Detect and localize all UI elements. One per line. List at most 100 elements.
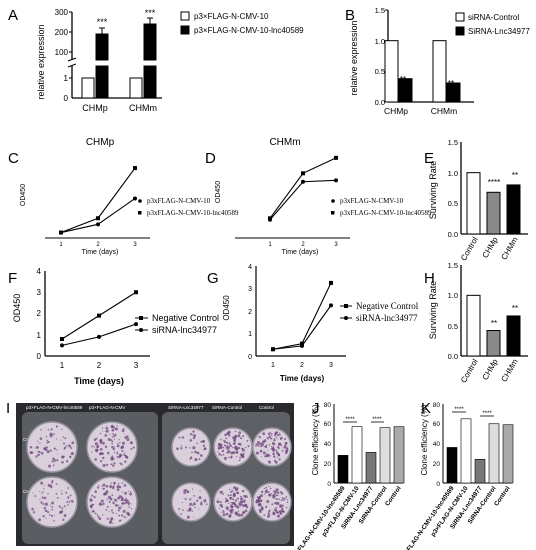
colony-dot (191, 451, 193, 454)
colony-dot (42, 514, 45, 518)
colony-dot (188, 508, 192, 512)
colony-dot (29, 445, 33, 449)
colony-dot (110, 463, 113, 466)
panel-d-legend-1: p3xFLAG-N-CMV-10-lnc40589 (340, 209, 432, 217)
panel-d-xtick-3: 3 (334, 242, 338, 248)
colony-dot (284, 437, 287, 441)
colony-dot (125, 501, 128, 504)
panel-f-ytick-2: 2 (37, 309, 42, 318)
panel-h-xtick-control: Control (459, 357, 480, 384)
colony-dot (62, 455, 65, 458)
colony-dot (272, 449, 275, 452)
colony-dot (266, 514, 270, 518)
colony-dot (199, 490, 201, 492)
colony-dot (53, 433, 55, 435)
colony-dot (225, 512, 229, 516)
colony-dot (62, 436, 65, 438)
panel-letter-f: F (8, 270, 17, 287)
panel-b: B relative expression 1.5 1.0 0.5 0.0 **… (345, 6, 530, 116)
colony-dot (275, 488, 279, 492)
colony-dot (240, 503, 243, 506)
colony-dot (119, 442, 121, 444)
colony-dot (91, 451, 93, 453)
panel-e-tick-1-5: 1.5 (448, 138, 458, 147)
colony-dot (40, 492, 43, 494)
colony-dot (69, 456, 72, 458)
panel-a-tick-1: 1 (64, 74, 69, 83)
colony-dot (105, 485, 109, 488)
colony-dot (42, 491, 44, 494)
wells (26, 421, 292, 528)
colony-dot (98, 502, 102, 506)
colony-dot (113, 503, 115, 505)
point-g-s0-1 (300, 341, 304, 346)
colony-dot (112, 426, 115, 429)
colony-dot (237, 434, 241, 438)
panel-f-legend-0: Negative Control (152, 313, 219, 323)
colony-dot (110, 457, 114, 461)
colony-dot (118, 485, 122, 489)
panel-h-xtick-chmp: CHMp (481, 357, 500, 382)
colony-dot (47, 429, 50, 431)
colony-dot (58, 510, 63, 515)
colony-dot (271, 435, 273, 437)
colony-dot (111, 455, 114, 457)
colony-dot (228, 516, 231, 518)
colony-dot (223, 444, 226, 447)
panel-letter-k: K (421, 400, 431, 417)
colony-dot (230, 456, 233, 459)
colony-dot (176, 447, 179, 451)
colony-dot (274, 502, 277, 505)
colony-dot (34, 495, 37, 497)
panel-a-star-chmm: *** (145, 8, 156, 18)
colony-dot (271, 447, 273, 449)
panel-g-ytick-0: 0 (248, 354, 252, 361)
colony-dot (194, 506, 196, 509)
panel-d-xtick-2: 2 (301, 242, 305, 248)
colony-dot (269, 437, 272, 440)
colony-dot (202, 439, 206, 443)
colony-dot (51, 460, 54, 463)
colony-dot (117, 483, 120, 485)
colony-dot (99, 432, 102, 435)
bar-k-4 (502, 424, 514, 484)
colony-dot (116, 488, 120, 492)
panel-a-bar-chmm-lnc-lower (143, 65, 157, 99)
colony-dot (56, 459, 59, 462)
colony-dot (275, 435, 277, 437)
colony-dot (116, 425, 118, 427)
colony-dot (228, 431, 231, 434)
point-g-s1-2 (329, 303, 333, 308)
panel-f-xtick-1: 1 (60, 361, 65, 370)
colony-dot (91, 503, 94, 506)
colony-dot (114, 498, 118, 502)
point-g-s0-2 (329, 280, 333, 285)
colony-dot (123, 498, 127, 502)
colony-dot (266, 499, 270, 504)
colony-dot (198, 496, 202, 500)
colony-dot (102, 502, 105, 506)
colony-dot (40, 481, 44, 485)
colony-dot (285, 506, 288, 509)
colony-dot (99, 459, 103, 463)
colony-dot (234, 434, 238, 438)
colony-dot (244, 509, 248, 513)
colony-dot (71, 441, 75, 445)
colony-dot (124, 491, 127, 495)
colony-dot (217, 445, 220, 447)
colony-dot (222, 493, 225, 495)
panel-f-ytick-0: 0 (37, 352, 42, 361)
colony-dot (116, 452, 119, 455)
colony-dot (68, 501, 70, 504)
panel-h-tick-0-5: 0.5 (448, 322, 458, 331)
point-d-s1-0 (268, 216, 272, 221)
panel-b-tick-0-5: 0.5 (375, 67, 385, 76)
colony-dot (275, 506, 278, 509)
colony-dot (243, 501, 246, 504)
colony-dot (102, 430, 104, 432)
colony-dot (105, 446, 108, 449)
colony-dot (129, 492, 133, 496)
colony-dot (270, 432, 273, 435)
panel-f-ylabel: OD450 (12, 294, 22, 323)
colony-dot (284, 443, 287, 446)
